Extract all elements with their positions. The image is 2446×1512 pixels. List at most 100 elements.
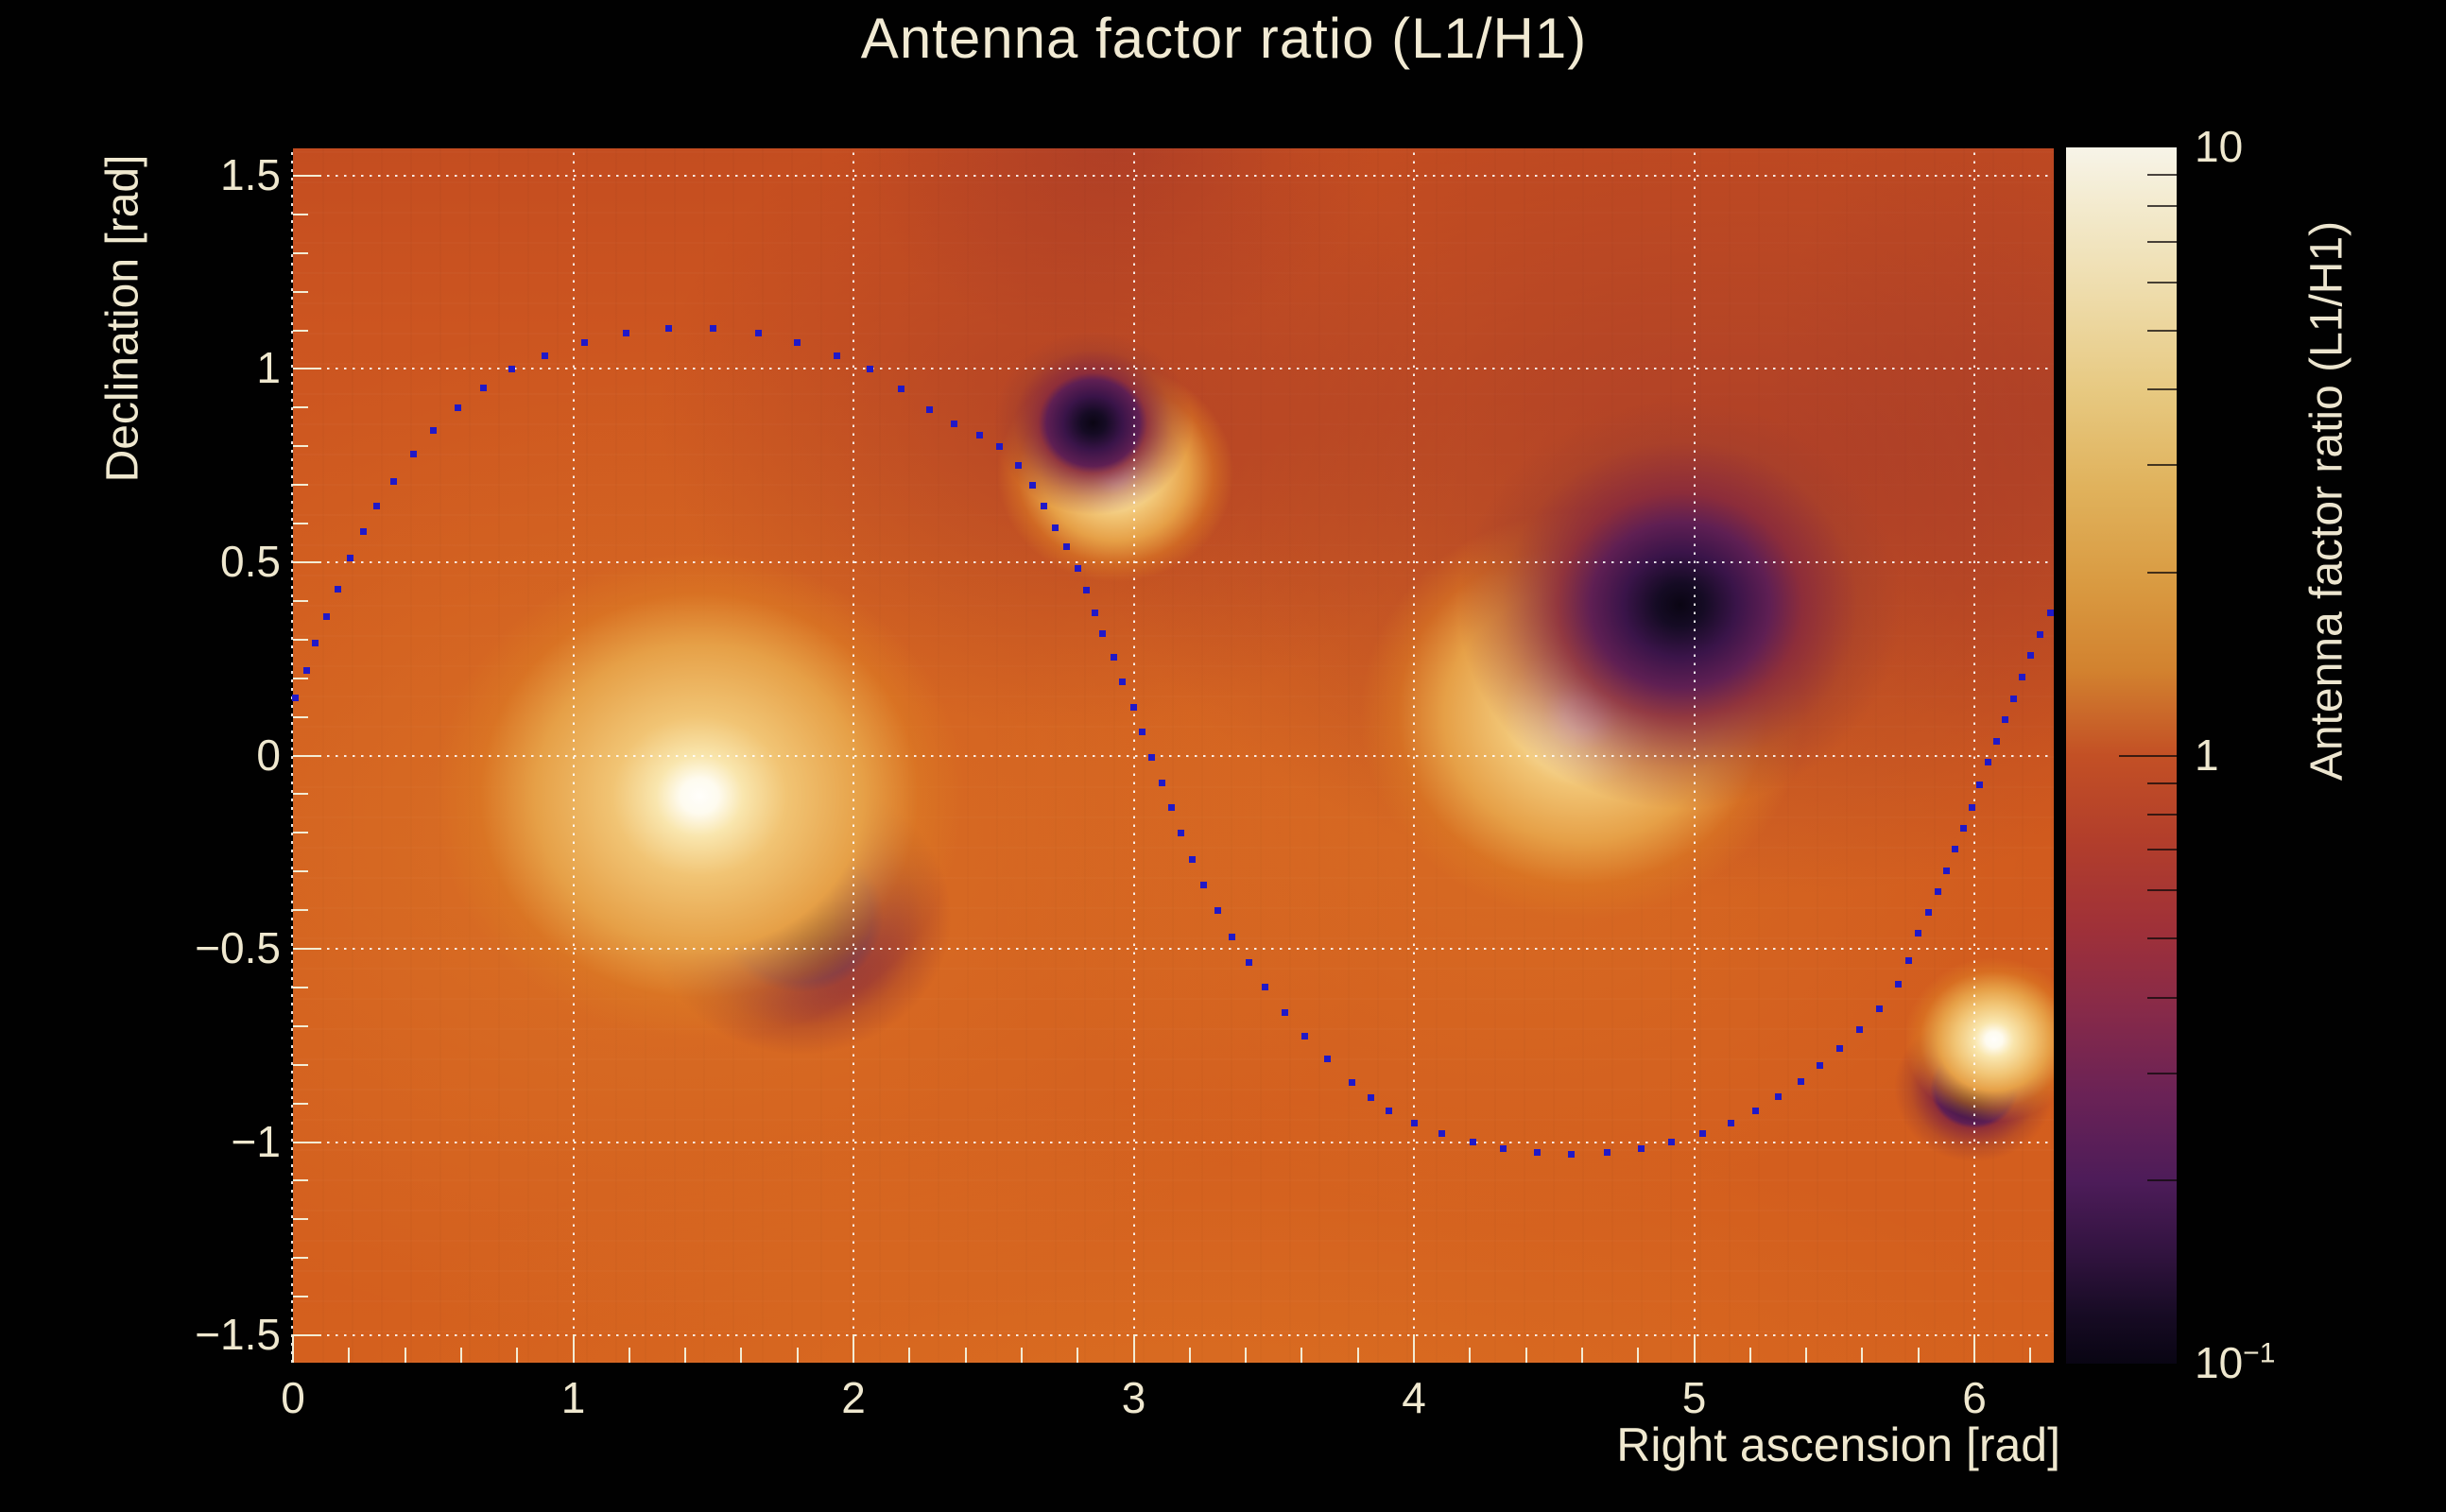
colorbar-minor-tick — [2147, 1072, 2177, 1074]
colorbar-minor-tick — [2147, 782, 2177, 784]
track-dot — [710, 325, 717, 333]
y-minor-tick — [293, 251, 308, 254]
y-minor-tick — [293, 1296, 308, 1298]
track-dot — [1942, 867, 1950, 874]
y-major-tick — [293, 948, 321, 950]
track-dot — [1301, 1032, 1308, 1040]
track-dot — [1533, 1149, 1541, 1157]
x-major-tick — [1973, 1334, 1976, 1363]
plot-left-axis-line — [291, 148, 293, 1363]
x-minor-tick — [1524, 1348, 1527, 1363]
track-dot — [1668, 1139, 1676, 1146]
track-dot — [2018, 674, 2025, 681]
x-minor-tick — [964, 1348, 967, 1363]
track-dot — [1367, 1093, 1374, 1101]
track-dot — [303, 667, 311, 674]
y-minor-tick — [293, 290, 308, 293]
x-tick-label: 2 — [841, 1373, 866, 1422]
gridline-y — [293, 948, 2054, 950]
colorbar-minor-tick — [2147, 571, 2177, 574]
colorbar-minor-tick — [2147, 329, 2177, 332]
track-dot — [1262, 984, 1269, 991]
track-dot — [1178, 829, 1185, 836]
colorbar-minor-tick — [2147, 1179, 2177, 1182]
track-dot — [1976, 782, 1984, 789]
track-dot — [1099, 630, 1107, 638]
y-minor-tick — [293, 599, 308, 602]
x-major-tick — [292, 1334, 294, 1363]
y-tick-label: −0.5 — [195, 923, 281, 972]
track-dot — [1323, 1056, 1331, 1063]
track-dot — [1130, 703, 1137, 711]
x-tick-label: 0 — [281, 1373, 305, 1422]
y-minor-tick — [293, 329, 308, 332]
x-tick-label: 4 — [1402, 1373, 1426, 1422]
y-minor-tick — [293, 1063, 308, 1066]
y-tick-label: 0 — [256, 730, 281, 780]
track-dot — [1349, 1078, 1356, 1086]
track-dot — [390, 477, 398, 485]
track-dot — [1855, 1026, 1863, 1034]
x-minor-tick — [1245, 1348, 1248, 1363]
colorbar-minor-tick — [2147, 388, 2177, 391]
track-dot — [1959, 824, 1967, 832]
y-major-tick — [293, 1334, 321, 1337]
track-dot — [1214, 906, 1221, 914]
colorbar-tick-label: 10 — [2195, 122, 2244, 171]
y-major-tick — [293, 1141, 321, 1143]
colorbar-tick-label: 1 — [2195, 730, 2219, 780]
x-major-tick — [1132, 1334, 1135, 1363]
colorbar-minor-tick — [2147, 996, 2177, 999]
track-dot — [1111, 653, 1118, 661]
track-dot — [1875, 1005, 1883, 1012]
gridline-y — [293, 560, 2054, 563]
track-dot — [409, 450, 417, 457]
colorbar-minor-tick — [2147, 889, 2177, 892]
track-dot — [794, 339, 801, 347]
y-minor-tick — [293, 484, 308, 487]
x-minor-tick — [1637, 1348, 1640, 1363]
track-dot — [867, 365, 874, 372]
track-dot — [897, 386, 904, 393]
track-dot — [1119, 679, 1127, 686]
track-dot — [1029, 481, 1037, 489]
x-axis-title: Right ascension [rad] — [1616, 1418, 2060, 1471]
x-minor-tick — [1861, 1348, 1864, 1363]
track-dot — [754, 329, 762, 336]
x-tick-label: 6 — [1962, 1373, 1987, 1422]
track-dot — [1904, 956, 1912, 964]
gridline-y — [293, 754, 2054, 757]
y-minor-tick — [293, 523, 308, 525]
y-minor-tick — [293, 986, 308, 988]
track-dot — [480, 385, 488, 392]
y-minor-tick — [293, 677, 308, 679]
y-tick-label: −1.5 — [195, 1310, 281, 1360]
y-minor-tick — [293, 793, 308, 796]
track-dot — [542, 352, 549, 360]
y-minor-tick — [293, 406, 308, 409]
track-dot — [323, 612, 331, 620]
colorbar-minor-tick — [2147, 849, 2177, 851]
x-minor-tick — [1805, 1348, 1808, 1363]
x-tick-label: 5 — [1681, 1373, 1707, 1422]
track-dot — [1951, 845, 1958, 852]
gridline-x — [1132, 148, 1135, 1363]
track-dot — [1091, 609, 1098, 616]
x-minor-tick — [1917, 1348, 1920, 1363]
track-dot — [1245, 958, 1252, 966]
track-dot — [1895, 981, 1903, 988]
track-dot — [508, 365, 515, 372]
x-minor-tick — [404, 1348, 406, 1363]
track-dot — [2037, 630, 2044, 638]
y-minor-tick — [293, 638, 308, 641]
track-dot — [664, 325, 672, 333]
track-dot — [1469, 1139, 1476, 1146]
colorbar-title: Antenna factor ratio (L1/H1) — [2301, 220, 2352, 782]
colorbar-minor-tick — [2147, 240, 2177, 243]
track-dot — [1727, 1119, 1734, 1126]
track-dot — [455, 404, 462, 411]
y-minor-tick — [293, 909, 308, 912]
x-major-tick — [1693, 1334, 1696, 1363]
track-dot — [347, 555, 354, 562]
track-dot — [1189, 856, 1197, 864]
